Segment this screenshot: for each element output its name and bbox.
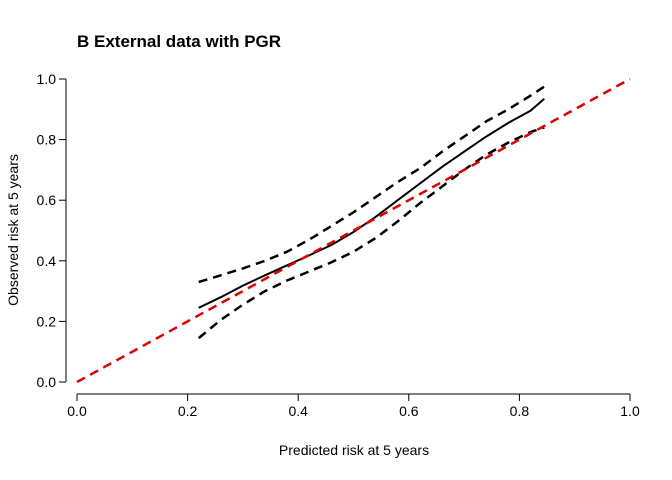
reference-line — [76, 77, 631, 384]
x-tick-label: 0.2 — [178, 403, 198, 419]
y-tick-label: 0.4 — [37, 253, 57, 269]
calibration-line — [198, 97, 545, 309]
upper-ci-line — [198, 85, 545, 284]
x-tick-label: 0.6 — [399, 403, 419, 419]
x-axis-label: Predicted risk at 5 years — [279, 442, 429, 458]
axes: 0.0 0.2 0.4 0.6 0.8 1.0 0.0 0.2 0.4 0.6 0.8 1.0 — [37, 71, 640, 419]
y-axis-label: Observed risk at 5 years — [5, 154, 21, 306]
x-tick-label: 1.0 — [620, 403, 640, 419]
y-tick-label: 0.8 — [37, 132, 57, 148]
y-tick-label: 0.6 — [37, 192, 57, 208]
y-tick-label: 1.0 — [37, 71, 57, 87]
y-ticks: 0.0 0.2 0.4 0.6 0.8 1.0 — [37, 71, 66, 390]
plot-lines — [76, 77, 631, 384]
y-tick-label: 0.0 — [37, 374, 57, 390]
x-tick-label: 0.4 — [288, 403, 308, 419]
chart-title: B External data with PGR — [77, 32, 281, 51]
lower-ci-line — [197, 126, 545, 340]
y-tick-label: 0.2 — [37, 313, 57, 329]
x-ticks: 0.0 0.2 0.4 0.6 0.8 1.0 — [67, 394, 640, 419]
x-tick-label: 0.8 — [510, 403, 530, 419]
x-tick-label: 0.0 — [67, 403, 87, 419]
